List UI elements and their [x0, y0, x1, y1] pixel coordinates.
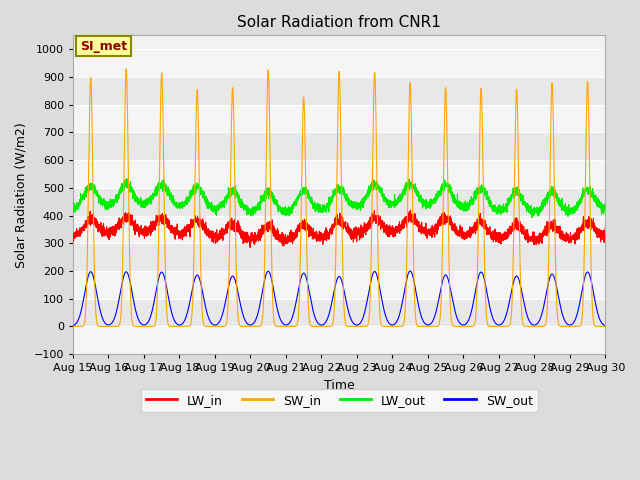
LW_in: [429, 228, 437, 233]
SW_out: [406, 268, 414, 274]
Line: SW_out: SW_out: [73, 271, 605, 326]
Bar: [73, 105, 605, 132]
LW_out: [458, 205, 466, 211]
Bar: [73, 160, 605, 188]
SW_out: [69, 323, 77, 329]
Text: SI_met: SI_met: [80, 40, 127, 53]
LW_in: [489, 236, 497, 241]
Y-axis label: Solar Radiation (W/m2): Solar Radiation (W/m2): [15, 122, 28, 268]
LW_out: [69, 204, 77, 210]
LW_out: [429, 200, 436, 205]
SW_in: [165, 323, 173, 328]
LW_in: [602, 225, 609, 230]
Line: LW_out: LW_out: [73, 179, 605, 217]
LW_in: [459, 232, 467, 238]
LW_in: [164, 225, 172, 230]
Legend: LW_in, SW_in, LW_out, SW_out: LW_in, SW_in, LW_out, SW_out: [141, 389, 538, 412]
SW_out: [319, 322, 327, 327]
LW_out: [602, 208, 609, 214]
SW_in: [458, 324, 466, 329]
SW_in: [122, 66, 130, 72]
LW_out: [489, 208, 497, 214]
X-axis label: Time: Time: [324, 379, 355, 392]
LW_out: [528, 215, 536, 220]
SW_out: [164, 295, 172, 301]
SW_in: [69, 324, 77, 329]
SW_in: [601, 324, 609, 329]
Bar: [73, 132, 605, 160]
Line: LW_in: LW_in: [73, 210, 605, 248]
SW_out: [602, 323, 609, 329]
LW_out: [165, 191, 173, 197]
LW_out: [123, 176, 131, 181]
LW_in: [319, 230, 327, 236]
Bar: [73, 326, 605, 354]
Bar: [73, 216, 605, 243]
LW_in: [406, 207, 414, 213]
Bar: [73, 299, 605, 326]
LW_out: [319, 203, 327, 209]
Bar: [73, 243, 605, 271]
Title: Solar Radiation from CNR1: Solar Radiation from CNR1: [237, 15, 441, 30]
LW_in: [601, 233, 609, 239]
SW_out: [429, 318, 436, 324]
LW_in: [246, 245, 254, 251]
Bar: [73, 188, 605, 216]
SW_out: [458, 322, 466, 328]
LW_in: [69, 232, 77, 238]
SW_in: [489, 324, 497, 329]
SW_out: [489, 314, 497, 320]
SW_in: [429, 324, 436, 329]
Bar: [73, 49, 605, 77]
SW_in: [602, 324, 609, 329]
SW_in: [319, 324, 327, 329]
Bar: [73, 271, 605, 299]
Bar: [73, 77, 605, 105]
SW_out: [601, 323, 609, 328]
Line: SW_in: SW_in: [73, 69, 605, 326]
LW_out: [601, 208, 609, 214]
